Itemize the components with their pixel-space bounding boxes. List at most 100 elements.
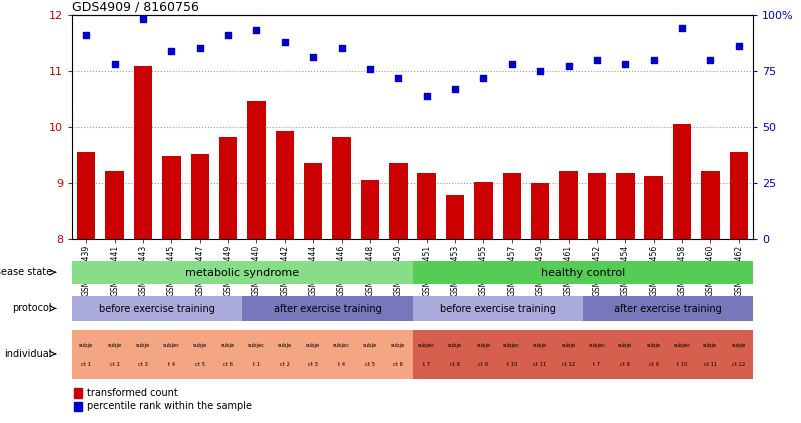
Text: t 4: t 4 bbox=[168, 363, 175, 368]
Text: metabolic syndrome: metabolic syndrome bbox=[185, 268, 300, 277]
Bar bbox=[191, 154, 209, 239]
Text: t 1: t 1 bbox=[253, 363, 260, 368]
Text: healthy control: healthy control bbox=[541, 268, 625, 277]
Bar bbox=[389, 163, 408, 239]
Text: ct 2: ct 2 bbox=[110, 363, 119, 368]
Point bbox=[449, 85, 461, 92]
Bar bbox=[276, 132, 294, 239]
Text: after exercise training: after exercise training bbox=[614, 304, 722, 314]
Text: ct 9: ct 9 bbox=[478, 363, 489, 368]
Text: protocol: protocol bbox=[12, 303, 52, 313]
Bar bbox=[304, 163, 323, 239]
Text: subjec: subjec bbox=[163, 343, 180, 348]
Bar bbox=[673, 124, 691, 239]
Text: ct 11: ct 11 bbox=[533, 363, 547, 368]
Text: subje: subje bbox=[703, 343, 718, 348]
Text: disease state: disease state bbox=[0, 267, 52, 277]
Text: ct 5: ct 5 bbox=[195, 363, 205, 368]
Bar bbox=[134, 66, 152, 239]
Text: subje: subje bbox=[363, 343, 377, 348]
Point bbox=[279, 38, 292, 45]
Text: ct 6: ct 6 bbox=[223, 363, 233, 368]
Bar bbox=[701, 170, 719, 239]
Text: subje: subje bbox=[79, 343, 94, 348]
Text: subje: subje bbox=[278, 343, 292, 348]
Text: subjec: subjec bbox=[589, 343, 606, 348]
Text: t 4: t 4 bbox=[338, 363, 345, 368]
Text: subjec: subjec bbox=[418, 343, 435, 348]
Point bbox=[307, 54, 320, 61]
Point bbox=[732, 43, 745, 49]
Bar bbox=[616, 173, 634, 239]
Point bbox=[421, 92, 433, 99]
Text: subje: subje bbox=[306, 343, 320, 348]
Text: percentile rank within the sample: percentile rank within the sample bbox=[87, 401, 252, 411]
Point bbox=[222, 32, 235, 38]
Point bbox=[505, 61, 518, 68]
Text: t 10: t 10 bbox=[506, 363, 517, 368]
Bar bbox=[645, 176, 663, 239]
Point bbox=[250, 27, 263, 34]
Point bbox=[590, 56, 603, 63]
Bar bbox=[730, 152, 748, 239]
Point bbox=[335, 45, 348, 52]
Point bbox=[80, 32, 93, 38]
Text: subje: subje bbox=[731, 343, 746, 348]
Text: subje: subje bbox=[448, 343, 462, 348]
Bar bbox=[531, 183, 549, 239]
Point bbox=[392, 74, 405, 81]
Text: ct 9: ct 9 bbox=[649, 363, 658, 368]
Text: ct 3: ct 3 bbox=[138, 363, 148, 368]
Text: subje: subje bbox=[107, 343, 122, 348]
Text: t 7: t 7 bbox=[423, 363, 430, 368]
Text: ct 3: ct 3 bbox=[308, 363, 318, 368]
Point bbox=[364, 65, 376, 72]
Text: subje: subje bbox=[646, 343, 661, 348]
Bar bbox=[474, 182, 493, 239]
Point bbox=[704, 56, 717, 63]
Text: GDS4909 / 8160756: GDS4909 / 8160756 bbox=[72, 1, 199, 14]
Bar bbox=[360, 180, 379, 239]
Bar bbox=[106, 170, 124, 239]
Text: ct 12: ct 12 bbox=[562, 363, 575, 368]
Bar bbox=[417, 173, 436, 239]
Text: ct 12: ct 12 bbox=[732, 363, 746, 368]
Text: subjec: subjec bbox=[503, 343, 521, 348]
Point bbox=[675, 25, 688, 32]
Text: ct 8: ct 8 bbox=[620, 363, 630, 368]
Text: subje: subje bbox=[192, 343, 207, 348]
Bar bbox=[332, 137, 351, 239]
Text: subjec: subjec bbox=[248, 343, 265, 348]
Bar bbox=[446, 195, 465, 239]
Text: subje: subje bbox=[618, 343, 633, 348]
Bar bbox=[559, 170, 578, 239]
Bar bbox=[588, 173, 606, 239]
Point bbox=[108, 61, 121, 68]
Bar bbox=[74, 388, 83, 398]
Point bbox=[165, 47, 178, 54]
Text: individual: individual bbox=[4, 349, 52, 359]
Point bbox=[477, 74, 490, 81]
Bar bbox=[77, 152, 95, 239]
Text: subje: subje bbox=[221, 343, 235, 348]
Text: ct 1: ct 1 bbox=[81, 363, 91, 368]
Bar bbox=[219, 137, 237, 239]
Text: subje: subje bbox=[477, 343, 490, 348]
Text: ct 8: ct 8 bbox=[450, 363, 460, 368]
Text: before exercise training: before exercise training bbox=[99, 304, 215, 314]
Text: subje: subje bbox=[391, 343, 405, 348]
Text: subjec: subjec bbox=[333, 343, 350, 348]
Text: t 7: t 7 bbox=[594, 363, 601, 368]
Text: ct 2: ct 2 bbox=[280, 363, 290, 368]
Bar bbox=[162, 156, 180, 239]
Point bbox=[137, 16, 150, 23]
Text: ct 6: ct 6 bbox=[393, 363, 404, 368]
Point bbox=[647, 56, 660, 63]
Point bbox=[562, 63, 575, 70]
Point bbox=[533, 67, 546, 74]
Point bbox=[619, 61, 632, 68]
Text: transformed count: transformed count bbox=[87, 388, 177, 398]
Text: ct 5: ct 5 bbox=[365, 363, 375, 368]
Text: ct 11: ct 11 bbox=[704, 363, 717, 368]
Text: subje: subje bbox=[562, 343, 576, 348]
